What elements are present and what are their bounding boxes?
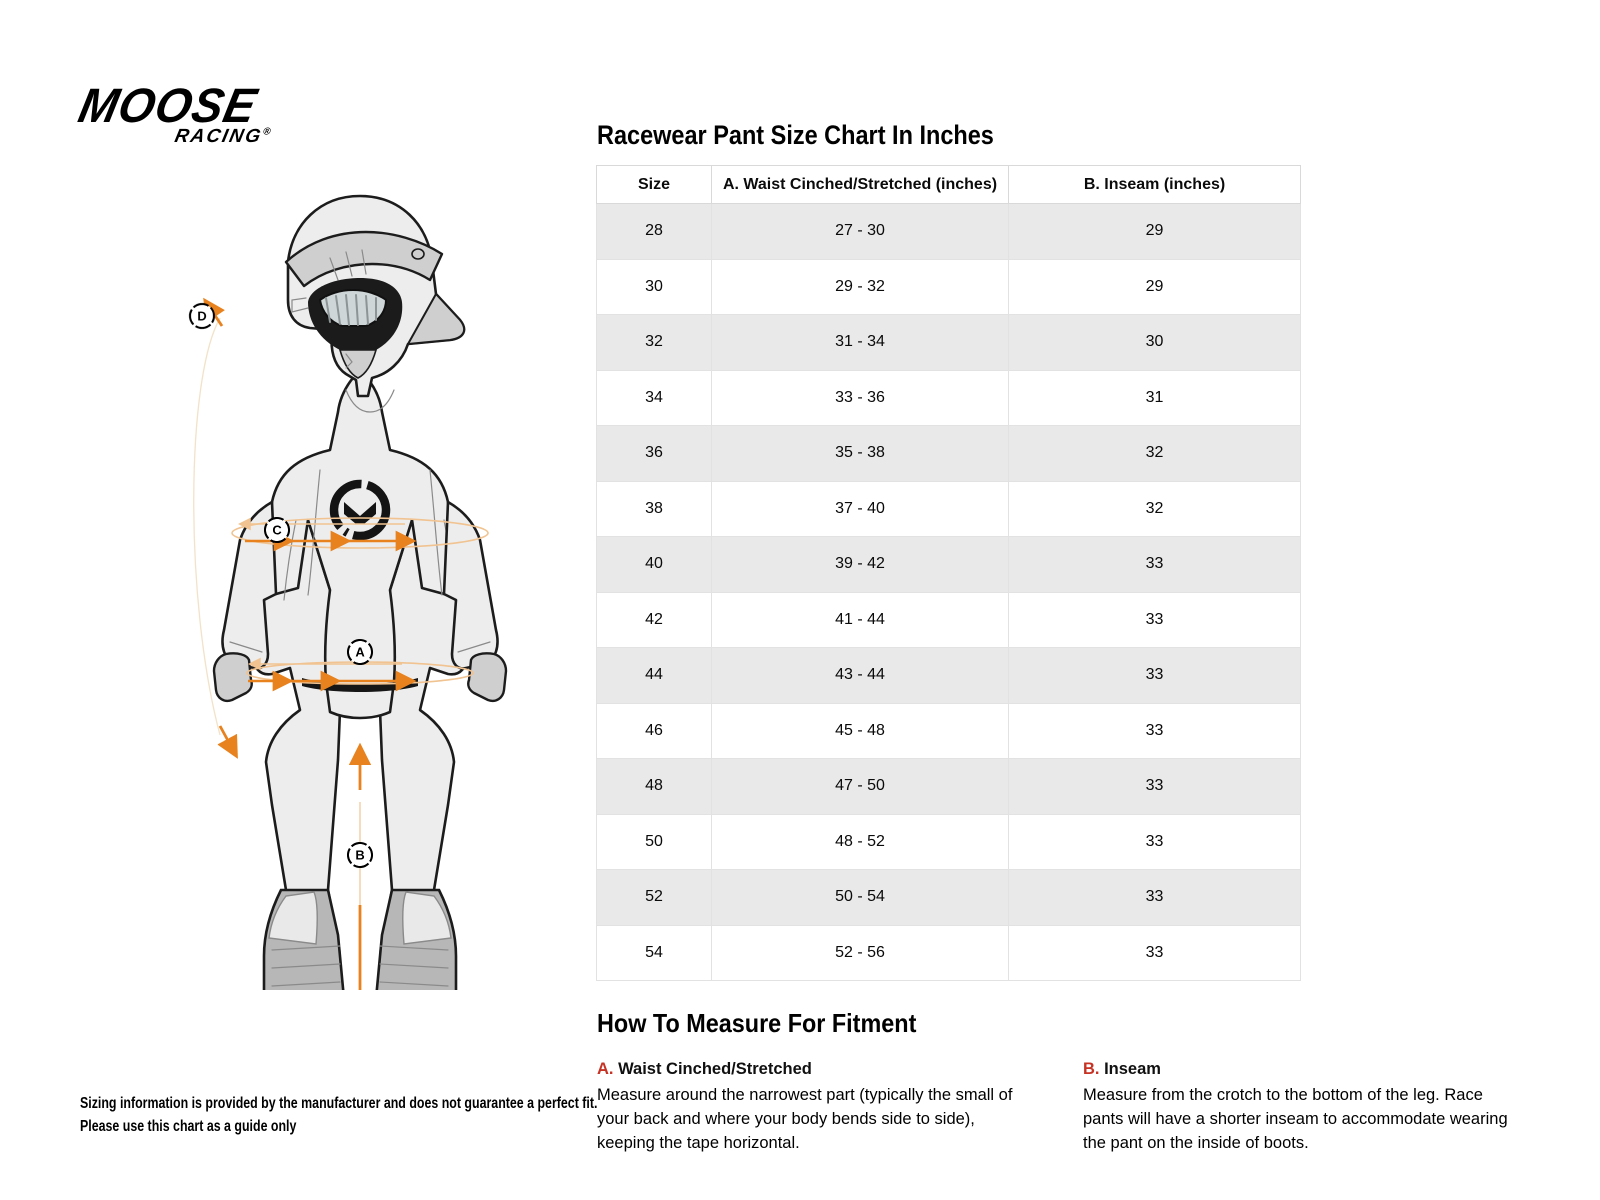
svg-text:A: A xyxy=(355,645,365,660)
svg-text:C: C xyxy=(272,523,282,538)
svg-text:B: B xyxy=(355,848,364,863)
svg-text:D: D xyxy=(197,309,206,324)
